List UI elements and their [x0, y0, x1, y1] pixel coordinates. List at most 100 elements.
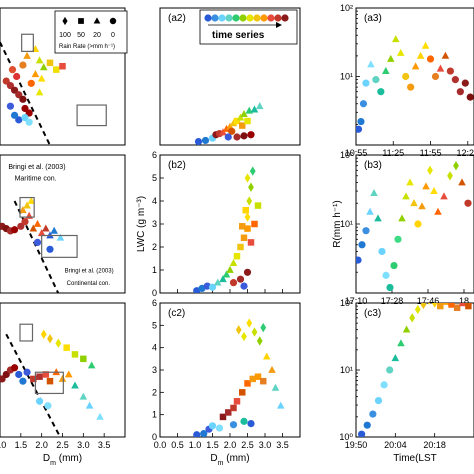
x-axis-label: Time(LST [393, 453, 437, 464]
data-point-circle [10, 226, 19, 234]
data-point-circle [6, 102, 15, 110]
data-point-circle [446, 67, 454, 75]
panel-frame [0, 7, 126, 146]
data-point-triangle [229, 119, 238, 127]
data-point-square [233, 398, 241, 405]
legend-color-swatch [260, 14, 268, 22]
data-point-diamond [40, 329, 47, 339]
data-point-triangle [255, 102, 264, 110]
panel-plot-area [193, 318, 285, 437]
data-point-diamond [427, 165, 433, 175]
panel-label: (c2) [168, 308, 185, 319]
x-tick-label: 2.0 [35, 440, 48, 450]
data-point-triangle [366, 207, 374, 215]
data-point-circle [15, 91, 23, 99]
data-point-triangle [386, 54, 395, 62]
data-point-triangle [370, 189, 378, 197]
data-point-triangle [367, 60, 375, 68]
legend-color-swatch [204, 14, 212, 22]
data-point-diamond [244, 212, 251, 222]
data-point-triangle [213, 278, 222, 286]
panel-plot-area [0, 323, 104, 437]
panel-plot-area [356, 35, 474, 133]
data-point-diamond [420, 303, 427, 310]
data-point-triangle [458, 178, 466, 186]
x-tick-label: 17:28 [381, 296, 404, 306]
x-tick-label: 17:46 [417, 296, 440, 306]
data-point-square [36, 373, 43, 380]
y-tick-label: 10² [340, 150, 353, 160]
x-tick-label: 12:25 [457, 148, 474, 158]
data-point-circle [402, 72, 410, 81]
data-point-square [239, 389, 246, 396]
data-point-circle [15, 370, 23, 379]
data-point-square [254, 373, 262, 380]
data-point-circle [19, 95, 27, 103]
panel-frame [159, 7, 301, 146]
y-tick-label: 3 [152, 365, 157, 375]
x-axis-label-subscript: m [218, 460, 224, 467]
reference-box [21, 33, 34, 52]
data-point-circle [229, 421, 238, 429]
data-point-square [78, 18, 84, 24]
y-tick-label: 10¹ [340, 219, 353, 229]
data-point-triangle [397, 339, 405, 347]
data-point-triangle [58, 374, 67, 382]
data-point-diamond [414, 304, 421, 315]
data-point-circle [414, 220, 422, 228]
data-point-square [239, 223, 246, 230]
data-point-diamond [409, 313, 416, 323]
x-tick-label: 0.0 [154, 440, 167, 450]
y-tick-label: 4 [152, 343, 157, 353]
data-point-square [254, 202, 262, 209]
legend-color-swatch [211, 14, 219, 22]
x-tick-label: 1.5 [206, 440, 219, 450]
data-point-circle [362, 227, 370, 235]
x-tick-label: 18 [459, 296, 469, 306]
x-tick-label: 0.5 [171, 440, 184, 450]
data-point-circle [224, 133, 232, 141]
data-point-triangle [37, 229, 46, 237]
data-point-circle [240, 417, 248, 425]
data-point-triangle [79, 392, 88, 400]
y-tick-label: 10¹ [340, 365, 353, 375]
data-point-triangle [406, 178, 414, 186]
data-point-diamond [256, 336, 263, 346]
data-point-diamond [62, 16, 68, 26]
data-point-triangle [245, 106, 254, 114]
data-point-diamond [235, 325, 242, 335]
data-point-triangle [421, 41, 430, 49]
x-tick-label: 17:10 [345, 296, 368, 306]
annotation-text: Bringi et al. (2003) [65, 268, 114, 274]
data-point-square [453, 304, 461, 311]
data-point-triangle [35, 56, 44, 64]
x-tick-label: 3.0 [77, 440, 90, 450]
data-point-square [240, 234, 248, 242]
data-point-circle [194, 137, 203, 145]
data-point-triangle [416, 51, 425, 59]
panel-c2: 0 1 2 3 4 5 6 0.0 0.5 1.0 1.5 2.0 2.5 3.0 3.5 (c2) Dm (m… [152, 298, 301, 467]
legend-label: time series [212, 30, 265, 41]
data-point-diamond [260, 322, 267, 333]
data-point-square [30, 375, 37, 383]
data-point-triangle [42, 224, 50, 232]
data-point-circle [407, 83, 415, 91]
data-point-circle [6, 82, 15, 90]
data-point-diamond [453, 161, 459, 171]
data-point-circle [461, 79, 469, 87]
x-axis-label: Dm (mm) [43, 453, 82, 467]
data-point-circle [21, 104, 29, 113]
legend-color-swatch [274, 14, 282, 22]
x-tick-label: 1.5 [15, 440, 28, 450]
data-point-circle [8, 66, 17, 74]
legend-color-swatch [253, 14, 261, 22]
data-point-triangle [398, 214, 406, 222]
data-point-diamond [47, 334, 53, 344]
data-point-triangle [374, 214, 382, 222]
panel-plot-area [193, 166, 262, 293]
data-point-triangle [46, 231, 54, 239]
data-point-circle [17, 222, 25, 230]
legend-label: 0 [111, 32, 115, 39]
legend-color-swatch [267, 14, 275, 22]
